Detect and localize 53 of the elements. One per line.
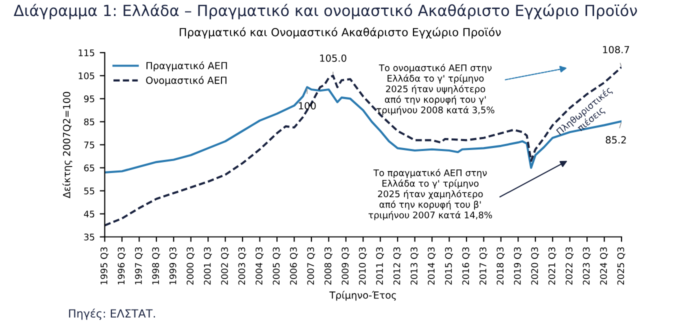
x-tick-label: 2021 Q3 <box>548 247 556 285</box>
x-tick-label: 2009 Q3 <box>342 247 350 285</box>
y-tick-label: 45 <box>84 210 94 218</box>
annotation: 105.0 <box>320 54 346 62</box>
x-axis-title: Τρίμηνο-Έτος <box>329 290 396 301</box>
annotation: Το ονομαστικό ΑΕΠ στην Ελλάδα το γ' τρίμηνο 2025 ήταν υψηλότερο από την κορυφή του γ' τριμήνου 2008 κατά 3,5% <box>376 64 494 116</box>
x-tick-label: 2008 Q3 <box>324 247 332 285</box>
x-tick-label: 2003 Q3 <box>238 247 246 285</box>
x-tick-label: 2016 Q3 <box>462 247 470 285</box>
legend-label: Πραγματικό ΑΕΠ <box>146 61 227 72</box>
y-tick-label: 95 <box>84 95 94 102</box>
text: Πηγές: ΕΛΣΤΑΤ. <box>69 308 155 320</box>
y-tick-label: 55 <box>84 188 94 194</box>
y-tick-label: 75 <box>84 142 94 148</box>
x-tick-label: 2001 Q3 <box>204 247 212 285</box>
chart-subtitle: Πραγματικό και Ονομαστικό Ακαθάριστο Εγχώριο Προϊόν <box>180 27 501 38</box>
annotation: Το πραγματικό ΑΕΠ στην Ελλάδα το γ' τρίμηνο 2025 ήταν χαμηλότερο από την κορυφή του β' τριμήνου 2007 κατά 14,8% <box>368 168 492 220</box>
x-tick-label: 2015 Q3 <box>445 247 453 285</box>
annotation: 100 <box>298 102 316 110</box>
x-tick-label: 1998 Q3 <box>152 247 160 284</box>
x-tick-label: 2007 Q3 <box>307 247 316 285</box>
x-tick-label: 2000 Q3 <box>186 247 195 285</box>
x-tick-label: 1995 Q3 <box>100 247 108 284</box>
x-tick-label: 2010 Q3 <box>358 247 367 285</box>
legend-label: Ονομαστικό ΑΕΠ <box>146 76 226 86</box>
x-tick-label: 2002 Q3 <box>221 247 229 285</box>
y-axis-title: Δείκτης 2007Q2=100 <box>62 92 72 198</box>
x-tick-label: 2023 Q3 <box>582 247 591 285</box>
x-tick-label: 2019 Q3 <box>514 247 522 285</box>
x-tick-label: 2014 Q3 <box>428 247 436 285</box>
x-tick-label: 2025 Q3 <box>617 247 626 285</box>
x-tick-label: 2006 Q3 <box>290 247 298 285</box>
y-tick-label: 115 <box>78 49 94 56</box>
y-tick-label: 35 <box>84 234 94 240</box>
x-tick-label: 2012 Q3 <box>393 247 402 285</box>
x-tick-label: 2011 Q3 <box>376 247 384 285</box>
chart-title: Διάγραμμα 1: Ελλάδα – Πραγματικό και ονομαστικό Ακαθάριστο Εγχώριο Προϊόν <box>14 4 637 20</box>
x-tick-label: 2017 Q3 <box>480 247 488 285</box>
x-tick-label: 2004 Q3 <box>256 247 264 285</box>
x-tick-label: 2020 Q3 <box>531 247 540 285</box>
annotation: 108.7 <box>603 46 630 54</box>
y-tick-label: 65 <box>84 164 94 172</box>
y-tick-label: 105 <box>78 72 94 80</box>
x-tick-label: 2018 Q3 <box>496 247 505 285</box>
annotation: 85.2 <box>606 136 626 144</box>
x-tick-label: 1999 Q3 <box>169 247 178 284</box>
x-tick-label: 1997 Q3 <box>134 247 143 284</box>
y-tick-label: 85 <box>84 118 94 126</box>
x-tick-label: 2022 Q3 <box>566 247 574 285</box>
x-tick-label: 2024 Q3 <box>600 247 608 285</box>
x-tick-label: 2013 Q3 <box>410 247 418 285</box>
x-tick-label: 1996 Q3 <box>118 247 126 284</box>
x-tick-label: 2005 Q3 <box>272 247 281 285</box>
